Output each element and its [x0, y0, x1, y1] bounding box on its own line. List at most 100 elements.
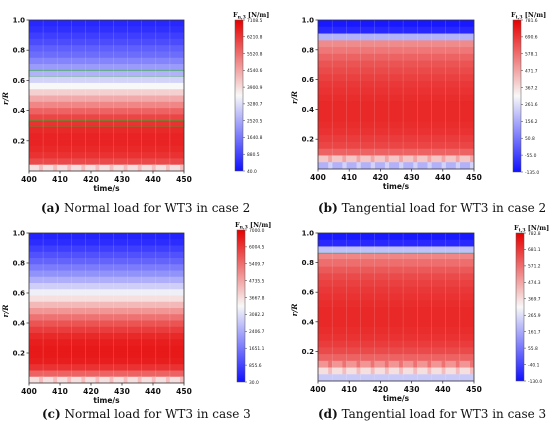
heatmap-band: [318, 101, 474, 109]
y-tick-label: 0.6: [13, 290, 26, 298]
heatmap-cell: [455, 360, 460, 368]
heatmap-cell: [399, 162, 404, 169]
heatmap-band: [318, 273, 474, 281]
heatmap-band: [29, 32, 184, 40]
heatmap-cell: [67, 164, 72, 171]
heatmap-band: [29, 339, 184, 346]
heatmap-cell: [342, 360, 347, 368]
colorbar-title: Ft,3 [N/m]: [511, 11, 546, 21]
heatmap-band: [29, 314, 184, 321]
heatmap-cell: [109, 164, 114, 171]
y-tick-label: 0.8: [13, 260, 26, 268]
heatmap-cell: [455, 155, 460, 163]
x-tick-label: 450: [176, 175, 192, 184]
colorbar-tick-label: 369.7: [528, 297, 541, 303]
heatmap-band: [29, 264, 184, 271]
heatmap-band: [318, 246, 474, 254]
heatmap-cell: [427, 162, 432, 169]
y-tick-label: 0.6: [302, 76, 315, 84]
heatmap-band: [29, 133, 184, 140]
colorbar-gradient: [512, 19, 522, 173]
caption-b-letter: (b): [318, 201, 338, 215]
colorbar-tick-label: 578.1: [525, 52, 538, 58]
panel-d-colorbar: 782.8 681.1 571.2 474.3 369.7 265.9 161.7 55.8 -…: [514, 224, 549, 385]
y-tick-label: 0.4: [302, 106, 315, 114]
heatmap-cell: [399, 155, 404, 163]
x-tick-label: 430: [404, 173, 420, 182]
heatmap-cell: [470, 155, 474, 163]
heatmap-cell: [53, 376, 58, 383]
heatmap-cell: [151, 164, 156, 171]
heatmap-band: [29, 245, 184, 253]
heatmap-cell: [81, 376, 86, 383]
colorbar-tick-label: 471.7: [525, 68, 538, 74]
heatmap-band: [318, 128, 474, 136]
x-tick-label: 410: [341, 173, 357, 182]
heatmap-cell: [470, 367, 474, 375]
y-axis-label: r/R: [290, 91, 299, 104]
y-tick-label: 1.0: [302, 17, 315, 25]
heatmap-cell: [328, 155, 333, 163]
heatmap-cell: [342, 162, 347, 169]
caption-c: (c) Normal load for WT3 in case 3: [42, 407, 251, 421]
colorbar-tick-label: 4540.6: [247, 68, 263, 74]
colorbar-tick-label: 571.2: [528, 264, 541, 270]
heatmap-cell: [370, 360, 375, 368]
heatmap-cell: [342, 155, 347, 163]
x-tick-label: 440: [435, 173, 451, 182]
x-tick-label: 400: [21, 387, 37, 396]
heatmap-band: [29, 345, 184, 353]
heatmap-band: [29, 295, 184, 303]
x-tick-label: 450: [466, 385, 482, 394]
caption-c-letter: (c): [42, 407, 61, 421]
colorbar-title: Fn,3 [N/m]: [233, 11, 269, 21]
heatmap-band: [29, 45, 184, 52]
heatmap-band: [29, 38, 184, 46]
heatmap-band: [318, 155, 474, 163]
heatmap-cell: [39, 376, 44, 383]
heatmap-band: [29, 283, 184, 290]
heatmap-cell: [137, 164, 142, 171]
x-tick-label: 430: [114, 175, 130, 184]
heatmap-band: [318, 67, 474, 75]
y-tick-label: 0.6: [13, 77, 26, 85]
y-tick-label: 0.4: [13, 107, 26, 115]
x-axis-label: time/s: [93, 184, 120, 193]
heatmap-band: [29, 358, 184, 365]
colorbar-tick-label: 3667.8: [249, 295, 265, 301]
caption-a-letter: (a): [41, 201, 61, 215]
heatmap-band: [318, 47, 474, 55]
heatmap-band: [318, 121, 474, 129]
heatmap-band: [29, 95, 184, 103]
heatmap-band: [318, 60, 474, 68]
heatmap-cell: [455, 367, 460, 375]
heatmap-cell: [67, 376, 72, 383]
heatmap-band: [318, 148, 474, 156]
colorbar-tick-label: 50.8: [525, 136, 535, 142]
colorbar-tick-label: 30.0: [249, 380, 259, 386]
heatmap-band: [318, 87, 474, 95]
panel-c-heatmap: 400 410 420 430 440 450 time/s 0.2 0.4 0.6 0.8 1.0 r…: [1, 230, 192, 406]
colorbar-tick-label: 161.7: [528, 329, 541, 335]
heatmap-band: [29, 89, 184, 96]
panel-d-heatmap: 400 410 420 430 440 450 time/s 0.2 0.4 0.6 0.8 1.0 r…: [290, 230, 482, 404]
y-tick-label: 0.8: [13, 47, 26, 55]
heatmap-cell: [441, 162, 446, 169]
heatmap-cell: [427, 155, 432, 163]
heatmap-band: [29, 139, 184, 147]
heatmap-band: [29, 270, 184, 278]
heatmap-cell: [384, 367, 389, 375]
heatmap-band: [318, 141, 474, 150]
heatmap-cell: [413, 367, 418, 375]
heatmap-cell: [455, 162, 460, 169]
x-tick-label: 440: [435, 385, 451, 394]
heatmap-cell: [109, 376, 114, 383]
x-tick-label: 410: [52, 387, 68, 396]
caption-b-text: Tangential load for WT3 in case 2: [337, 201, 547, 215]
heatmap-band: [29, 114, 184, 122]
colorbar-tick-label: 2406.7: [249, 329, 265, 335]
x-tick-label: 420: [373, 385, 389, 394]
heatmap-band: [29, 308, 184, 315]
colorbar-tick-label: 40.0: [247, 169, 257, 175]
caption-b: (b) Tangential load for WT3 in case 2: [318, 201, 546, 215]
